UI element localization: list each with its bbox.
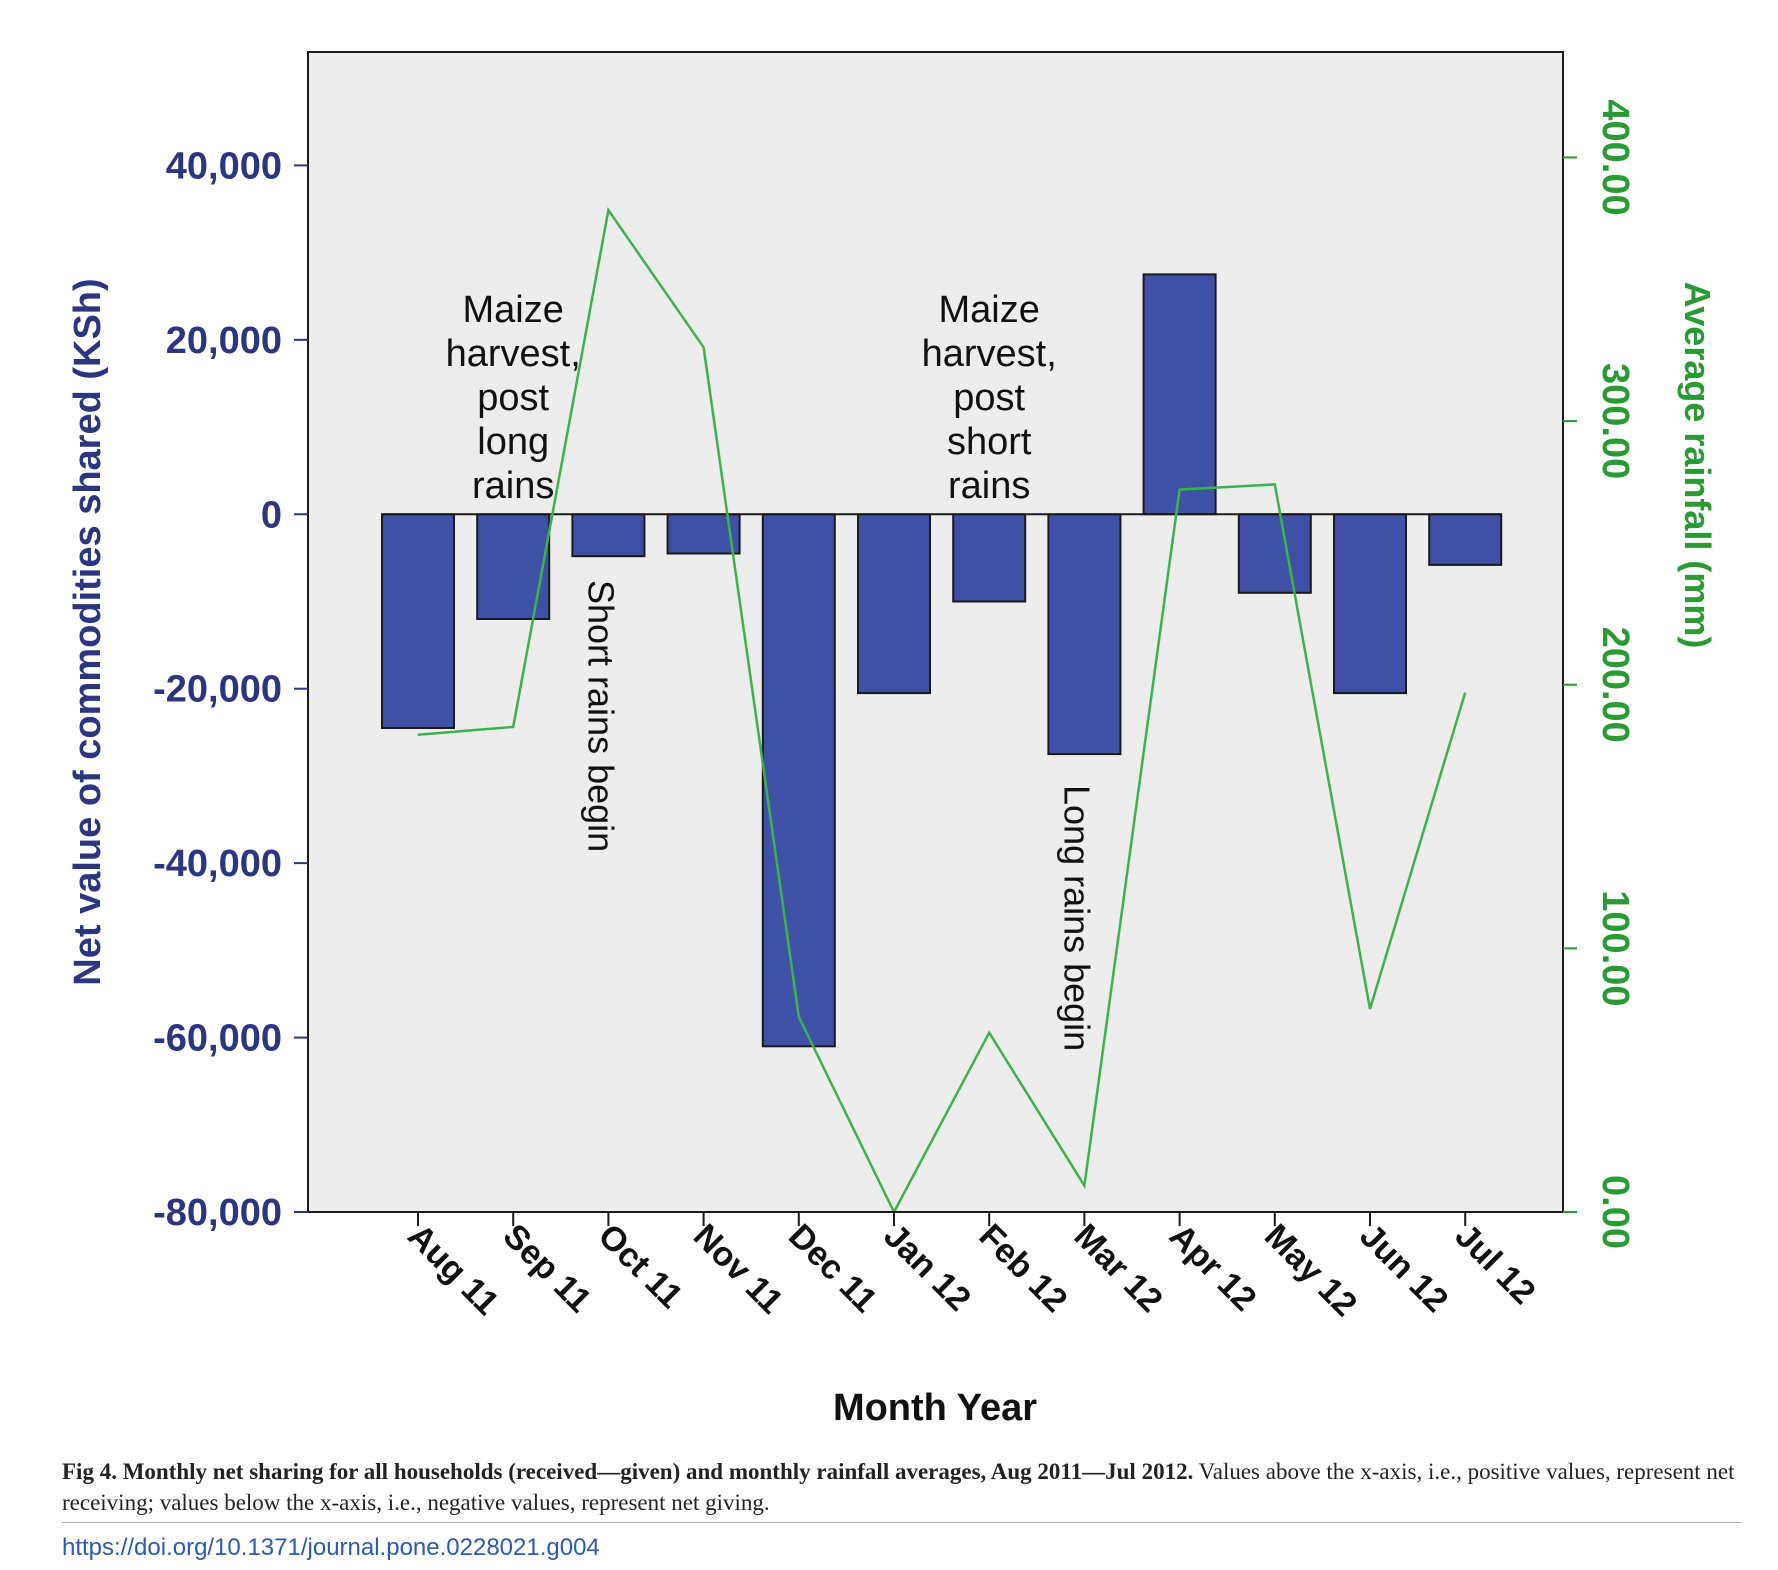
bar-may-12 xyxy=(1239,514,1311,593)
left-axis-title: Net value of commodities shared (KSh) xyxy=(67,278,109,985)
left-tick-label: -40,000 xyxy=(153,843,282,885)
x-tick-label-mar-12: Mar 12 xyxy=(1067,1217,1170,1320)
doi-link[interactable]: https://doi.org/10.1371/journal.pone.022… xyxy=(62,1534,600,1562)
annotation-0-line: rains xyxy=(472,465,554,507)
right-tick-label: 300.00 xyxy=(1594,363,1636,479)
left-tick-label: -60,000 xyxy=(153,1018,282,1060)
left-tick-label: 0 xyxy=(261,494,282,536)
x-tick-label-nov-11: Nov 11 xyxy=(686,1217,790,1321)
right-axis-title: Average rainfall (mm) xyxy=(1677,282,1718,649)
annotation-2-line: post xyxy=(953,377,1025,419)
annotation-2-line: Maize xyxy=(939,289,1040,331)
annotation-3-vertical: Long rains begin xyxy=(1056,785,1097,1051)
left-tick-label: 20,000 xyxy=(166,320,282,362)
caption-label: Fig 4. xyxy=(62,1459,117,1484)
x-tick-label-feb-12: Feb 12 xyxy=(972,1217,1075,1320)
x-tick-label-dec-11: Dec 11 xyxy=(781,1217,884,1320)
left-tick-label: 40,000 xyxy=(166,145,282,187)
bar-feb-12 xyxy=(953,514,1025,601)
x-axis-title: Month Year xyxy=(833,1387,1037,1429)
x-tick-label-jul-12: Jul 12 xyxy=(1448,1217,1543,1312)
bar-sep-11 xyxy=(477,514,549,619)
right-tick-label: 200.00 xyxy=(1594,627,1636,743)
bar-jul-12 xyxy=(1429,514,1501,565)
caption-title: Monthly net sharing for all households (… xyxy=(123,1459,1194,1484)
x-tick-label-jan-12: Jan 12 xyxy=(876,1217,978,1319)
right-axis: 400.00 300.00 200.00 100.00 0.00 Average rain… xyxy=(1563,52,1718,1249)
annotation-0-line: long xyxy=(477,421,549,463)
right-tick-label: 100.00 xyxy=(1594,890,1636,1006)
bar-apr-12 xyxy=(1144,274,1216,514)
left-tick-label: -80,000 xyxy=(153,1192,282,1234)
left-axis: 40,000 20,000 0 -20,000 -40,000 -60,000 -80,00… xyxy=(67,52,308,1234)
annotation-1-vertical: Short rains begin xyxy=(580,580,621,852)
x-tick-label-sep-11: Sep 11 xyxy=(496,1217,599,1320)
annotation-0-line: post xyxy=(477,377,549,419)
annotation-0-line: Maize xyxy=(463,289,564,331)
bar-dec-11 xyxy=(763,514,835,1046)
caption-divider xyxy=(62,1522,1742,1523)
left-tick-label: -20,000 xyxy=(153,669,282,711)
annotation-2-line: short xyxy=(947,421,1032,463)
x-tick-label-jun-12: Jun 12 xyxy=(1352,1217,1455,1320)
figure-caption: Fig 4. Monthly net sharing for all house… xyxy=(62,1456,1742,1518)
x-tick-label-apr-12: Apr 12 xyxy=(1162,1217,1264,1319)
bar-jan-12 xyxy=(858,514,930,693)
x-tick-label-oct-11: Oct 11 xyxy=(591,1217,690,1316)
annotation-2-line: harvest, xyxy=(922,333,1057,375)
bar-jun-12 xyxy=(1334,514,1406,693)
x-tick-label-may-12: May 12 xyxy=(1257,1217,1364,1324)
annotation-2-line: rains xyxy=(948,465,1030,507)
bar-oct-11 xyxy=(572,514,644,556)
annotation-0-line: harvest, xyxy=(446,333,581,375)
right-tick-label: 0.00 xyxy=(1594,1175,1636,1249)
bar-mar-12 xyxy=(1048,514,1120,754)
bar-aug-11 xyxy=(382,514,454,728)
x-tick-label-aug-11: Aug 11 xyxy=(400,1217,506,1323)
right-tick-label: 400.00 xyxy=(1594,99,1636,215)
